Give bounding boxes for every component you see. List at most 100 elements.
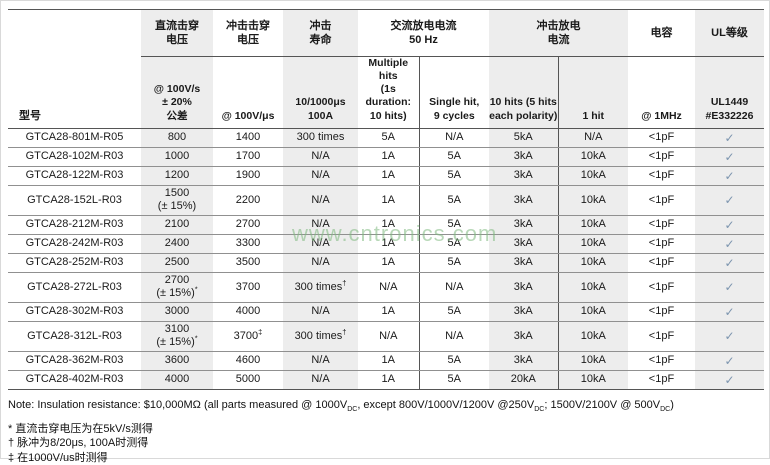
footnote-dagger: † 脉冲为8/20μs, 100A时测得	[8, 437, 149, 450]
value-cell: 1700	[213, 147, 283, 167]
value-cell: <1pF	[628, 351, 695, 371]
value-cell: 3kA	[489, 185, 559, 216]
model-cell: GTCA28-312L-R03	[8, 321, 141, 352]
value-cell: 3100 (± 15%)*	[141, 321, 213, 352]
value-cell: 1A	[358, 234, 420, 254]
value-cell: 2700 (± 15%)*	[141, 272, 213, 303]
value-cell: 10kA	[558, 253, 628, 273]
ul-check-cell: ✓	[695, 253, 764, 273]
group-header-row: 型号 直流击穿 电压 冲击击穿 电压 冲击 寿命 交流放电电流 50 Hz 冲击…	[8, 9, 764, 129]
footnote-double-dagger: ‡ 在1000V/us时测得	[8, 451, 108, 464]
value-cell: 3kA	[489, 321, 559, 352]
value-cell: N/A	[283, 351, 358, 371]
col-group-dc-breakdown-voltage: 直流击穿 电压	[141, 9, 213, 57]
table-row: GTCA28-801M-R05 800 1400 300 times 5A N/A 5kA N…	[8, 128, 764, 148]
value-cell: 3600	[141, 351, 213, 371]
value-cell: 3kA	[489, 234, 559, 254]
value-cell: <1pF	[628, 272, 695, 303]
subheader-ac-single-hit: Single hit, 9 cycles	[419, 56, 489, 129]
value-cell: 10kA	[558, 321, 628, 352]
value-cell: 10kA	[558, 351, 628, 371]
col-group-impulse-life: 冲击 寿命	[283, 9, 358, 57]
value-cell: 1A	[358, 351, 420, 371]
value-cell: 1A	[358, 147, 420, 167]
model-cell: GTCA28-272L-R03	[8, 272, 141, 303]
value-cell: 3300	[213, 234, 283, 254]
model-cell: GTCA28-152L-R03	[8, 185, 141, 216]
value-cell: 5A	[419, 253, 489, 273]
value-cell: 1A	[358, 253, 420, 273]
value-cell: 300 times†	[283, 272, 358, 303]
value-cell: 10kA	[558, 302, 628, 322]
value-cell: <1pF	[628, 215, 695, 235]
table-row: GTCA28-312L-R03 3100 (± 15%)* 3700‡ 300 tim…	[8, 321, 764, 352]
value-cell: 1400	[213, 128, 283, 148]
subheader-ul-rating: UL1449 #E332226	[695, 56, 764, 129]
value-cell: 3kA	[489, 272, 559, 303]
subheader-dc-breakdown: @ 100V/s ± 20% 公差	[141, 56, 213, 129]
value-cell: 1A	[358, 166, 420, 186]
value-cell: 3kA	[489, 351, 559, 371]
ul-check-cell: ✓	[695, 166, 764, 186]
value-cell: 2700	[213, 215, 283, 235]
value-cell: 1A	[358, 370, 420, 390]
value-cell: <1pF	[628, 302, 695, 322]
ul-check-cell: ✓	[695, 185, 764, 216]
value-cell: N/A	[283, 185, 358, 216]
value-cell: 5000	[213, 370, 283, 390]
value-cell: N/A	[358, 272, 420, 303]
value-cell: N/A	[283, 370, 358, 390]
value-cell: 3700	[213, 272, 283, 303]
col-group-impulse-breakdown-voltage: 冲击击穿 电压	[213, 9, 283, 57]
value-cell: 300 times†	[283, 321, 358, 352]
model-cell: GTCA28-122M-R03	[8, 166, 141, 186]
model-cell: GTCA28-801M-R05	[8, 128, 141, 148]
value-cell: 1A	[358, 215, 420, 235]
subheader-impulse-1-hit: 1 hit	[558, 56, 628, 129]
subheader-impulse-10-hits: 10 hits (5 hits each polarity)	[489, 56, 559, 129]
ul-check-cell: ✓	[695, 215, 764, 235]
model-cell: GTCA28-302M-R03	[8, 302, 141, 322]
value-cell: <1pF	[628, 166, 695, 186]
footnote-asterisk: * 直流击穿电压为在5kV/s测得	[8, 422, 153, 435]
value-cell: <1pF	[628, 147, 695, 167]
model-cell: GTCA28-402M-R03	[8, 370, 141, 390]
subheader-impulse-life: 10/1000μs 100A	[283, 56, 358, 129]
value-cell: 1200	[141, 166, 213, 186]
table-row: GTCA28-252M-R03 2500 3500 N/A 1A 5A 3kA 10kA <1p…	[8, 253, 764, 273]
model-cell: GTCA28-102M-R03	[8, 147, 141, 167]
value-cell: 10kA	[558, 215, 628, 235]
table-row: GTCA28-272L-R03 2700 (± 15%)* 3700 300 time…	[8, 272, 764, 303]
value-cell: <1pF	[628, 185, 695, 216]
table-row: GTCA28-102M-R03 1000 1700 N/A 1A 5A 3kA 10kA <1p…	[8, 147, 764, 167]
table-body: GTCA28-801M-R05 800 1400 300 times 5A N/A 5kA N…	[8, 128, 764, 390]
table-row: GTCA28-362M-R03 3600 4600 N/A 1A 5A 3kA 10kA <1p…	[8, 351, 764, 371]
value-cell: 5A	[419, 302, 489, 322]
footnotes: * 直流击穿电压为在5kV/s测得 † 脉冲为8/20μs, 100A时测得 ‡…	[8, 422, 769, 465]
table-row: GTCA28-402M-R03 4000 5000 N/A 1A 5A 20kA 10kA <1…	[8, 370, 764, 390]
spec-table: 型号 直流击穿 电压 冲击击穿 电压 冲击 寿命 交流放电电流 50 Hz 冲击…	[8, 9, 764, 390]
table-row: GTCA28-152L-R03 1500 (± 15%) 2200 N/A 1A 5A 3k…	[8, 185, 764, 216]
model-cell: GTCA28-252M-R03	[8, 253, 141, 273]
value-cell: 1000	[141, 147, 213, 167]
value-cell: N/A	[283, 234, 358, 254]
table-row: GTCA28-242M-R03 2400 3300 N/A 1A 5A 3kA 10kA <1p…	[8, 234, 764, 254]
table-row: GTCA28-122M-R03 1200 1900 N/A 1A 5A 3kA 10kA <1p…	[8, 166, 764, 186]
value-cell: 3500	[213, 253, 283, 273]
ul-check-cell: ✓	[695, 370, 764, 390]
value-cell: N/A	[283, 166, 358, 186]
ul-check-cell: ✓	[695, 128, 764, 148]
value-cell: <1pF	[628, 253, 695, 273]
value-cell: 5A	[358, 128, 420, 148]
value-cell: 5A	[419, 185, 489, 216]
value-cell: 3700‡	[213, 321, 283, 352]
value-cell: N/A	[419, 272, 489, 303]
ul-check-cell: ✓	[695, 302, 764, 322]
value-cell: <1pF	[628, 128, 695, 148]
value-cell: 10kA	[558, 234, 628, 254]
value-cell: N/A	[283, 215, 358, 235]
subheader-capacitance: @ 1MHz	[628, 56, 695, 129]
value-cell: 10kA	[558, 166, 628, 186]
value-cell: 20kA	[489, 370, 559, 390]
sub-header-row: @ 100V/s ± 20% 公差 @ 100V/μs 10/1000μs 10…	[8, 56, 764, 129]
